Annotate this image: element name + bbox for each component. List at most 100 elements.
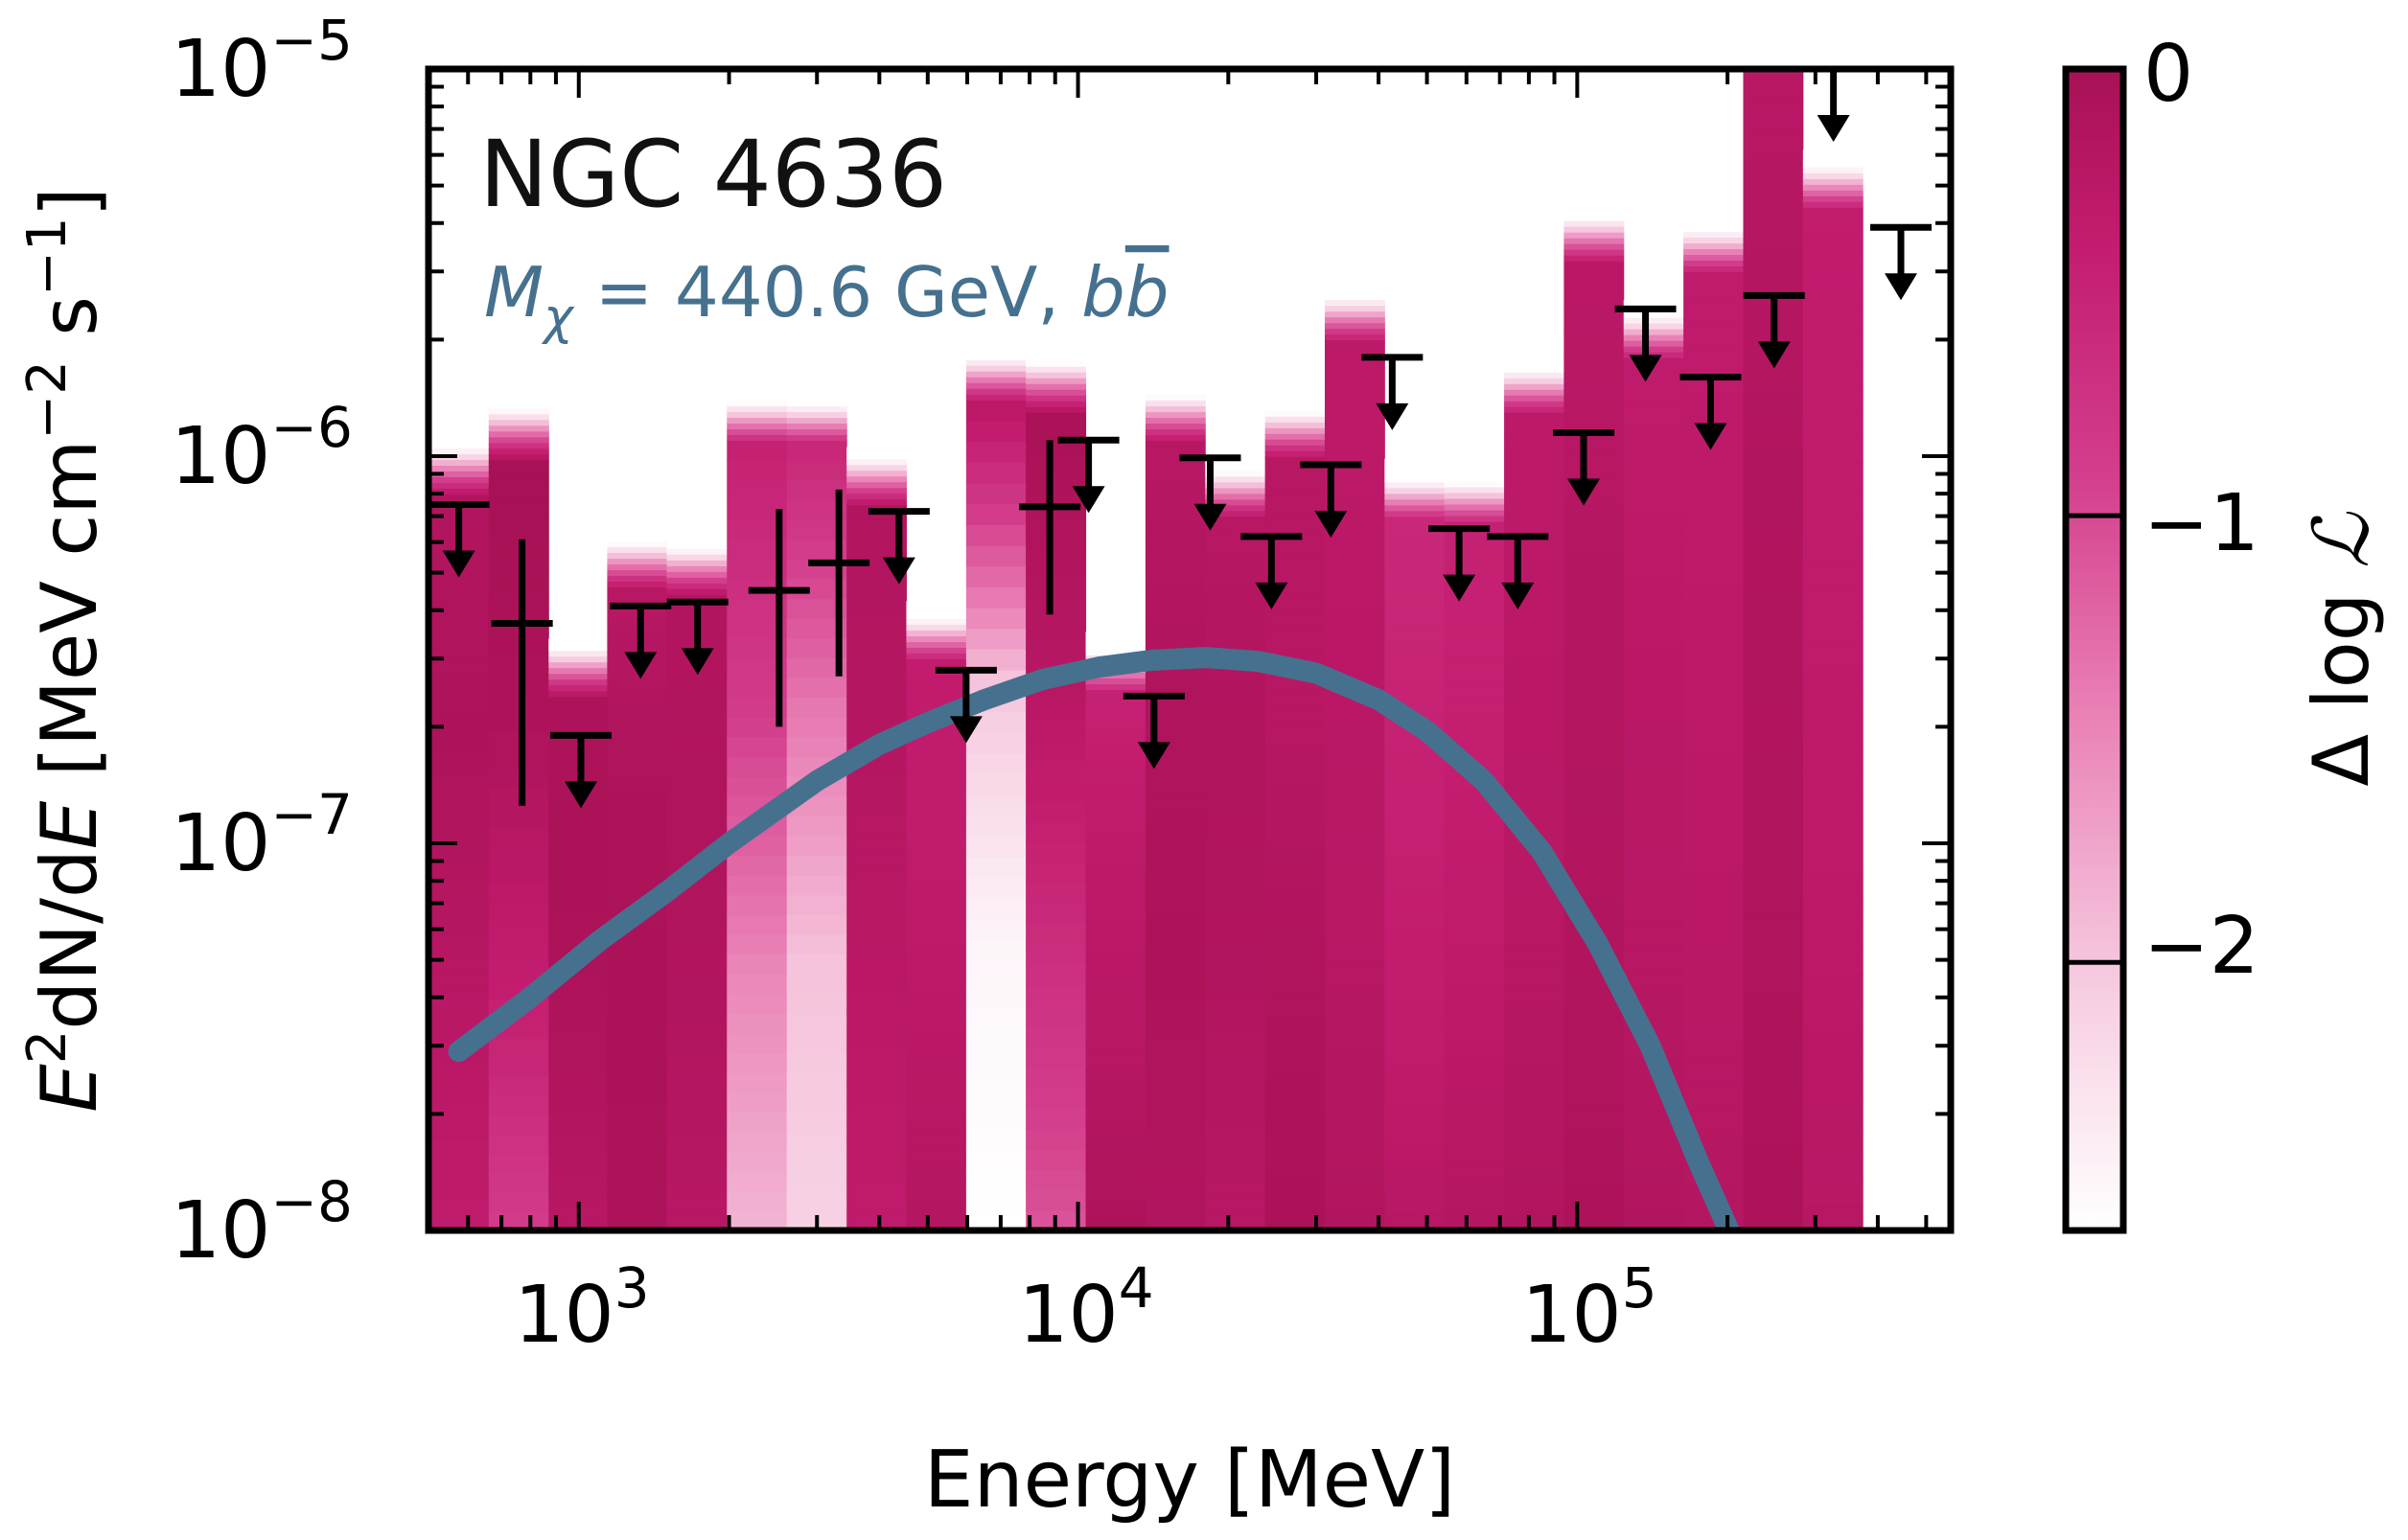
likelihood-cell <box>1145 835 1206 857</box>
likelihood-cell <box>727 775 788 797</box>
likelihood-cell <box>965 1126 1027 1149</box>
likelihood-cell <box>1026 698 1087 721</box>
likelihood-cell <box>1085 1041 1146 1056</box>
likelihood-cell <box>1205 1016 1266 1035</box>
likelihood-cell <box>906 801 967 817</box>
likelihood-cell <box>727 954 788 975</box>
flux-point-0 <box>491 539 553 806</box>
likelihood-cell <box>906 758 967 774</box>
likelihood-column-18 <box>1504 354 1564 1230</box>
likelihood-cell <box>1743 911 1804 942</box>
likelihood-cell <box>428 1138 490 1158</box>
upper-limit-5 <box>935 666 997 744</box>
likelihood-cell <box>1324 472 1385 496</box>
likelihood-cell <box>846 1176 907 1195</box>
likelihood-cell <box>965 815 1027 837</box>
likelihood-cell <box>1026 636 1087 658</box>
likelihood-cell <box>906 958 967 975</box>
likelihood-cell <box>1802 360 1864 387</box>
likelihood-cell <box>1205 569 1266 588</box>
likelihood-fade-cell <box>1205 487 1266 494</box>
upper-limit-13 <box>1487 533 1549 609</box>
likelihood-cell <box>1683 822 1744 848</box>
likelihood-cell <box>1205 551 1266 571</box>
likelihood-cell <box>1384 1016 1446 1035</box>
likelihood-cell <box>1026 1025 1087 1047</box>
likelihood-cell <box>1145 1032 1206 1054</box>
likelihood-cell <box>1264 1134 1326 1154</box>
likelihood-cell <box>906 1173 967 1189</box>
likelihood-cell <box>428 604 490 624</box>
likelihood-cell <box>1026 616 1087 638</box>
likelihood-cell <box>1085 1027 1146 1043</box>
likelihood-cell <box>1205 784 1266 803</box>
likelihood-cell <box>428 806 490 826</box>
likelihood-cell <box>1264 940 1326 960</box>
likelihood-cell <box>1802 309 1864 336</box>
likelihood-cell <box>1145 914 1206 935</box>
likelihood-cell <box>1205 712 1266 732</box>
likelihood-fade-cell <box>786 411 847 419</box>
upper-limit-15 <box>1614 305 1677 382</box>
likelihood-cell <box>1743 217 1804 247</box>
likelihood-fade-cell <box>727 423 788 430</box>
likelihood-fade-cell <box>1802 149 1864 156</box>
likelihood-cell <box>1683 798 1744 824</box>
likelihood-fade-cell <box>965 347 1027 355</box>
likelihood-cell <box>1504 636 1564 658</box>
likelihood-cell <box>1743 420 1804 450</box>
likelihood-cell <box>1264 959 1326 980</box>
likelihood-fade-cell <box>1802 161 1864 168</box>
likelihood-cell <box>1264 475 1326 496</box>
likelihood-cell <box>1563 624 1625 650</box>
upper-limit-arrow-icon <box>681 648 714 676</box>
likelihood-column-19 <box>1563 202 1625 1230</box>
likelihood-cell <box>1145 1072 1206 1093</box>
likelihood-cell <box>1444 875 1505 895</box>
likelihood-cell <box>1802 284 1864 310</box>
likelihood-cell <box>906 901 967 917</box>
likelihood-cell <box>607 1134 667 1151</box>
likelihood-cell <box>1085 1014 1146 1029</box>
likelihood-fade-cell <box>1444 480 1505 488</box>
likelihood-fade-cell <box>1384 481 1446 489</box>
likelihood-fade-cell <box>727 405 788 413</box>
likelihood-cell <box>727 716 788 738</box>
likelihood-cell <box>786 954 847 975</box>
likelihood-cell <box>1205 890 1266 910</box>
likelihood-fade-cell <box>488 413 549 421</box>
likelihood-cell <box>1504 494 1564 516</box>
likelihood-fade-cell <box>965 393 1027 401</box>
likelihood-fade-cell <box>727 411 788 419</box>
likelihood-cell <box>1145 558 1206 580</box>
upper-limit-10 <box>1300 461 1362 538</box>
likelihood-cell <box>965 649 1027 671</box>
likelihood-cell <box>1743 767 1804 797</box>
colorbar-tick-label-minus1: −1 <box>2143 478 2259 569</box>
likelihood-cell <box>1683 1086 1744 1112</box>
likelihood-cell <box>1563 793 1625 819</box>
likelihood-cell <box>1802 514 1864 540</box>
likelihood-cell <box>1802 232 1864 260</box>
likelihood-cell <box>727 479 788 500</box>
likelihood-cell <box>1384 1140 1446 1161</box>
likelihood-cell <box>1444 1088 1505 1108</box>
likelihood-cell <box>607 715 667 733</box>
likelihood-cell <box>1504 452 1564 474</box>
likelihood-cell <box>1026 903 1087 925</box>
likelihood-cell <box>846 813 907 833</box>
likelihood-cell <box>1444 964 1505 983</box>
likelihood-cell <box>1802 719 1864 746</box>
likelihood-cell <box>548 1016 608 1031</box>
likelihood-cell <box>1384 1069 1446 1089</box>
likelihood-fade-cell <box>1264 404 1326 411</box>
likelihood-cell <box>1264 610 1326 632</box>
likelihood-fade-cell <box>965 370 1027 378</box>
likelihood-fade-cell <box>786 405 847 413</box>
likelihood-fade-cell <box>1384 504 1446 512</box>
likelihood-cell <box>488 459 549 480</box>
likelihood-cell <box>1205 694 1266 714</box>
x-axis-title: Energy [MeV] <box>924 1435 1455 1526</box>
likelihood-cell <box>1026 1148 1087 1170</box>
likelihood-fade-cell <box>906 618 967 626</box>
